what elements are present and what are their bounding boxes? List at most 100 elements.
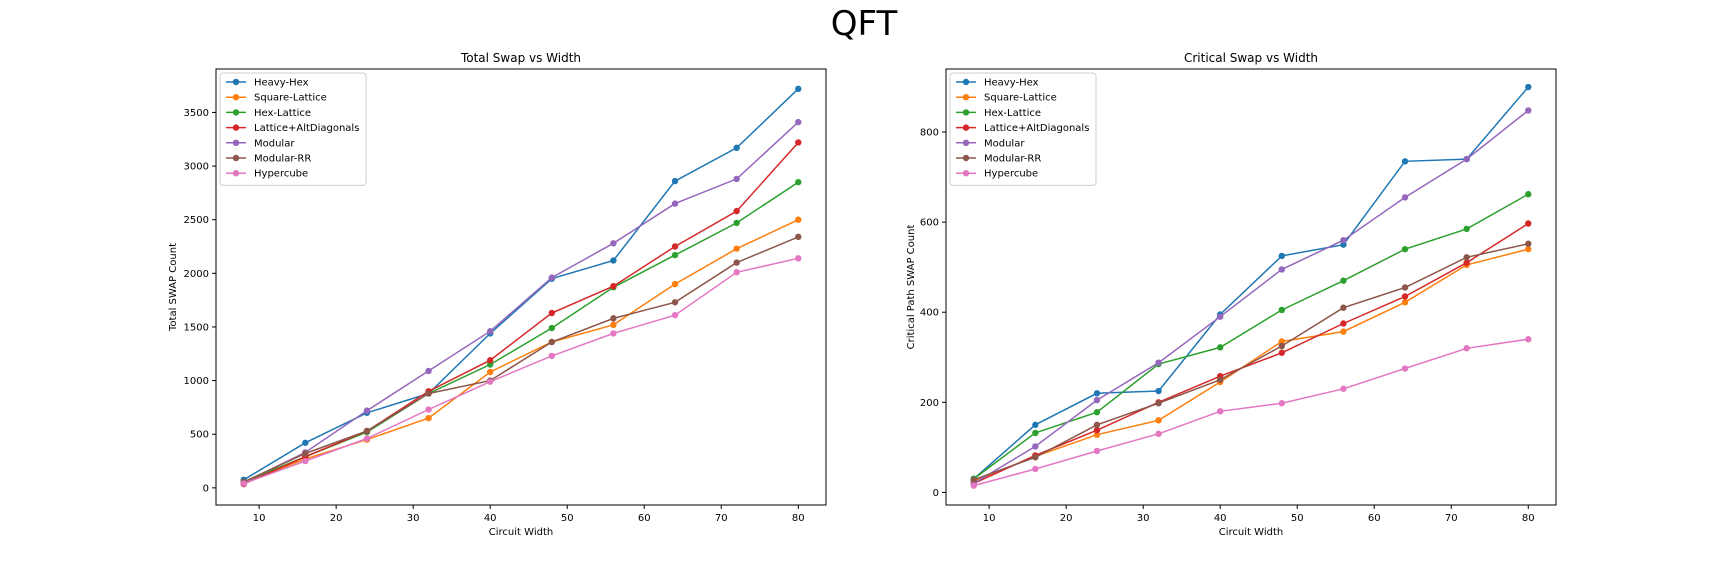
legend-marker bbox=[232, 124, 240, 131]
data-point bbox=[1340, 385, 1347, 392]
data-point bbox=[1093, 427, 1101, 434]
series-line bbox=[973, 338, 1529, 487]
legend-marker bbox=[962, 109, 970, 116]
axes-frame bbox=[215, 68, 827, 506]
x-tick-label: 50 bbox=[561, 513, 574, 524]
y-tick-label: 800 bbox=[920, 128, 939, 139]
data-point bbox=[795, 255, 802, 262]
data-point bbox=[1093, 409, 1101, 416]
data-point bbox=[795, 139, 802, 146]
data-point bbox=[1155, 417, 1162, 424]
data-point bbox=[1155, 359, 1162, 366]
legend-item: Modular-RR bbox=[226, 154, 311, 165]
legend-marker bbox=[232, 139, 240, 146]
series-modular-rr bbox=[970, 240, 1532, 483]
data-point bbox=[795, 85, 802, 93]
data-point bbox=[1525, 336, 1532, 343]
data-point bbox=[1155, 387, 1162, 395]
legend-marker bbox=[962, 154, 970, 162]
y-tick-label: 2000 bbox=[184, 269, 209, 280]
series-line bbox=[243, 219, 799, 484]
plot-title: Critical Swap vs Width bbox=[1184, 51, 1318, 65]
legend-marker bbox=[232, 94, 240, 101]
data-point bbox=[1278, 400, 1286, 407]
x-tick-label: 70 bbox=[715, 513, 728, 524]
data-point bbox=[671, 243, 679, 250]
data-point bbox=[363, 407, 371, 414]
legend-label: Heavy-Hex bbox=[254, 78, 309, 89]
series-line bbox=[973, 243, 1529, 481]
x-tick-label: 60 bbox=[638, 513, 651, 524]
data-point bbox=[1278, 342, 1286, 350]
legend-box bbox=[219, 72, 367, 186]
x-tick-label: 80 bbox=[792, 513, 805, 524]
legend-label: Hypercube bbox=[984, 169, 1038, 180]
x-tick-label: 60 bbox=[1368, 513, 1381, 524]
legend-item: Heavy-Hex bbox=[956, 78, 1039, 89]
data-point bbox=[1401, 365, 1409, 372]
legend-label: Modular bbox=[984, 138, 1025, 149]
series-line bbox=[973, 109, 1529, 485]
y-axis-label: Total SWAP Count bbox=[168, 243, 179, 332]
series-line bbox=[243, 141, 799, 485]
series-line bbox=[243, 257, 799, 485]
data-point bbox=[1216, 376, 1224, 383]
data-point bbox=[425, 390, 432, 397]
data-point bbox=[671, 177, 679, 185]
subplot-1: Total Swap vs Width 10 20 30 40 50 60 70 80 0 500 1… bbox=[168, 51, 827, 538]
y-tick-label: 600 bbox=[920, 218, 939, 229]
data-point bbox=[1463, 155, 1470, 163]
legend-item: Hypercube bbox=[226, 169, 308, 180]
y-tick-label: 2500 bbox=[184, 215, 209, 226]
legend-marker bbox=[232, 154, 240, 162]
data-point bbox=[486, 328, 494, 335]
figure-title: QFT bbox=[830, 4, 898, 44]
x-tick-label: 40 bbox=[484, 513, 497, 524]
legend-label: Lattice+AltDiagonals bbox=[984, 123, 1089, 134]
y-tick-label: 400 bbox=[920, 308, 939, 319]
x-tick-label: 10 bbox=[253, 513, 266, 524]
y-tick-label: 1000 bbox=[184, 376, 209, 387]
data-point bbox=[1278, 252, 1286, 260]
data-point bbox=[733, 207, 740, 215]
data-point bbox=[610, 315, 617, 322]
legend-marker bbox=[232, 78, 240, 86]
data-point bbox=[610, 257, 617, 264]
y-tick-label: 500 bbox=[190, 430, 209, 441]
data-point bbox=[671, 299, 679, 306]
data-point bbox=[1093, 421, 1101, 429]
data-point bbox=[1155, 400, 1162, 407]
legend-item: Square-Lattice bbox=[226, 93, 327, 104]
legend-item: Hex-Lattice bbox=[226, 108, 311, 119]
x-tick-label: 30 bbox=[407, 513, 420, 524]
legend-item: Lattice+AltDiagonals bbox=[956, 123, 1089, 134]
data-point bbox=[1278, 306, 1286, 314]
data-point bbox=[795, 233, 802, 241]
x-tick-label: 50 bbox=[1291, 513, 1304, 524]
legend: Heavy-Hex Square-Lattice Hex-Lattice Lattic… bbox=[219, 72, 367, 186]
data-point bbox=[1525, 245, 1532, 253]
x-tick-label: 20 bbox=[1060, 513, 1073, 524]
y-tick-label: 3000 bbox=[184, 162, 209, 173]
legend-marker bbox=[232, 170, 240, 177]
legend-marker bbox=[962, 139, 970, 146]
data-point bbox=[970, 482, 977, 489]
series-line bbox=[243, 88, 799, 481]
data-point bbox=[1401, 299, 1409, 306]
data-point bbox=[970, 476, 977, 483]
legend-label: Square-Lattice bbox=[984, 93, 1057, 104]
y-axis-label: Critical Path SWAP Count bbox=[906, 225, 917, 350]
data-point bbox=[240, 480, 247, 487]
data-point bbox=[425, 406, 432, 413]
data-point bbox=[610, 282, 617, 290]
data-point bbox=[733, 269, 740, 276]
data-point bbox=[425, 367, 432, 375]
data-point bbox=[1032, 443, 1039, 450]
data-point bbox=[610, 240, 617, 247]
legend-marker bbox=[232, 109, 240, 116]
data-point bbox=[1525, 191, 1532, 198]
data-point bbox=[1340, 236, 1347, 244]
series-hex-lattice bbox=[970, 191, 1532, 483]
